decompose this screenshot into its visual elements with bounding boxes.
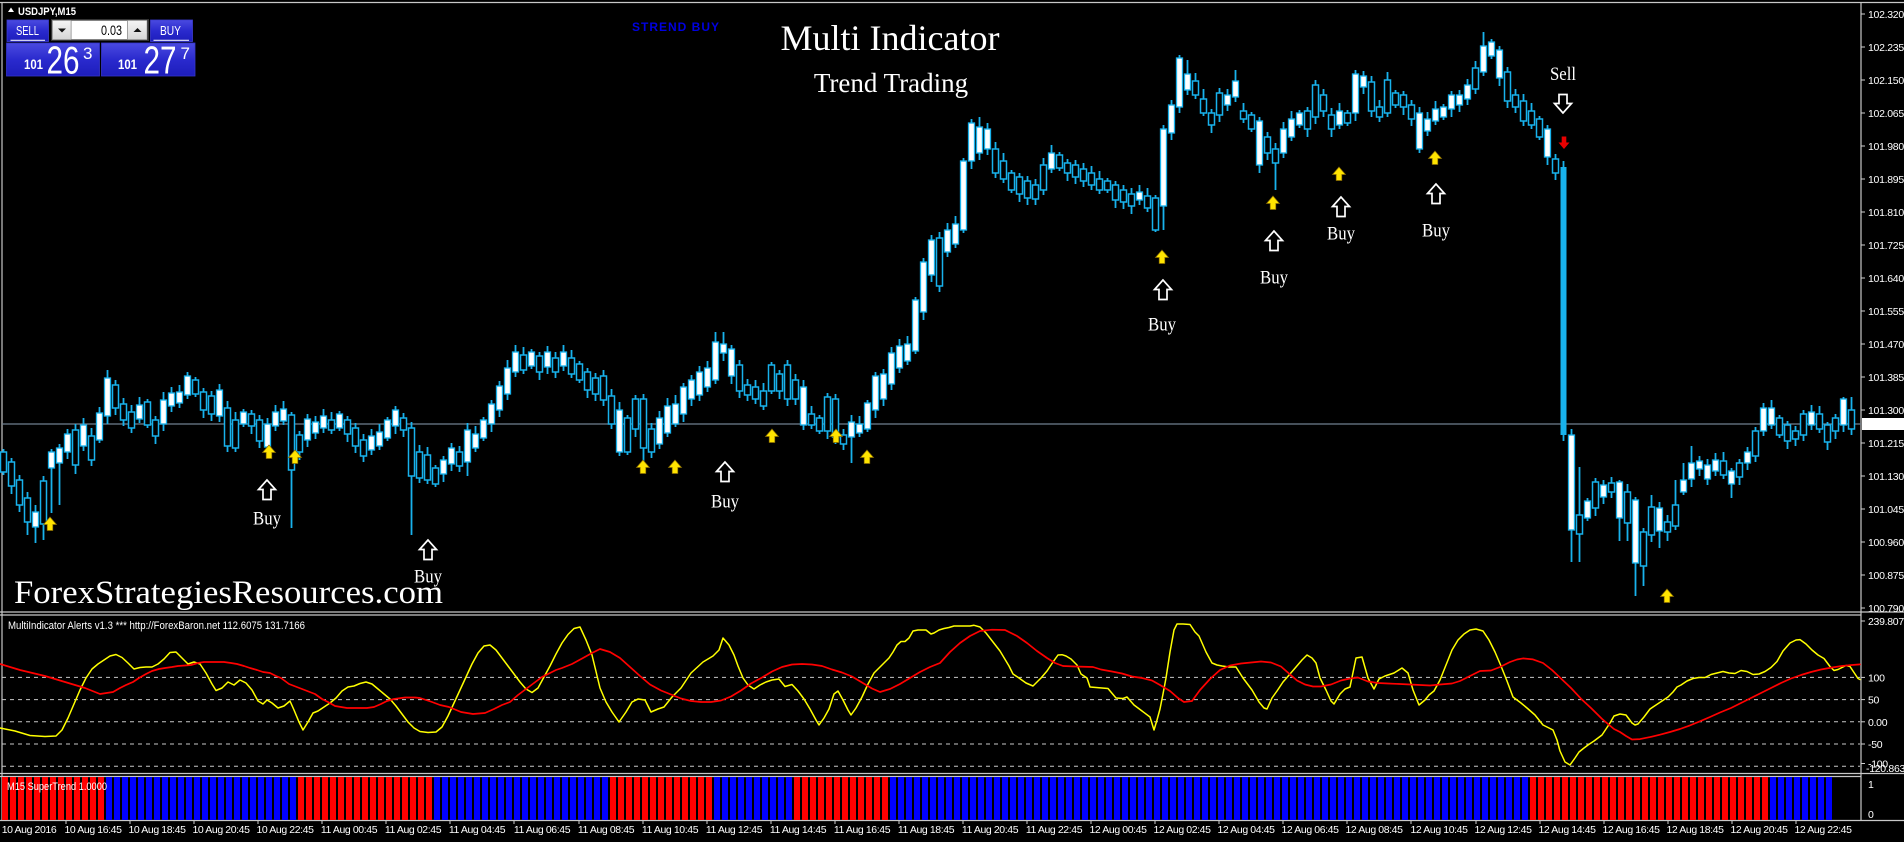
svg-text:3: 3: [83, 44, 92, 63]
svg-text:11 Aug 18:45: 11 Aug 18:45: [898, 824, 955, 836]
svg-text:101.470: 101.470: [1868, 339, 1904, 351]
svg-text:101.810: 101.810: [1868, 207, 1904, 219]
svg-text:11 Aug 22:45: 11 Aug 22:45: [1026, 824, 1083, 836]
svg-text:Buy: Buy: [1260, 268, 1288, 289]
svg-text:11 Aug 06:45: 11 Aug 06:45: [514, 824, 571, 836]
svg-text:101.385: 101.385: [1868, 372, 1904, 384]
svg-text:Buy: Buy: [1327, 224, 1355, 245]
svg-text:12 Aug 16:45: 12 Aug 16:45: [1602, 824, 1660, 836]
svg-text:Buy: Buy: [253, 509, 281, 530]
svg-text:100: 100: [1868, 672, 1885, 684]
svg-text:12 Aug 20:45: 12 Aug 20:45: [1730, 824, 1788, 836]
svg-text:101.130: 101.130: [1868, 471, 1904, 483]
svg-text:-50: -50: [1868, 739, 1883, 751]
svg-text:7: 7: [181, 44, 190, 63]
svg-text:101.215: 101.215: [1868, 438, 1904, 450]
svg-text:11 Aug 00:45: 11 Aug 00:45: [321, 824, 378, 836]
svg-text:10 Aug 18:45: 10 Aug 18:45: [128, 824, 186, 836]
svg-text:11 Aug 10:45: 11 Aug 10:45: [642, 824, 699, 836]
svg-text:12 Aug 14:45: 12 Aug 14:45: [1538, 824, 1596, 836]
svg-text:101.045: 101.045: [1868, 504, 1904, 516]
svg-text:12 Aug 02:45: 12 Aug 02:45: [1153, 824, 1211, 836]
svg-text:STREND BUY: STREND BUY: [632, 20, 720, 34]
svg-text:102.150: 102.150: [1868, 75, 1904, 87]
svg-text:1: 1: [1868, 779, 1874, 791]
svg-text:12 Aug 06:45: 12 Aug 06:45: [1281, 824, 1339, 836]
svg-text:SELL: SELL: [16, 23, 39, 38]
svg-text:10 Aug 22:45: 10 Aug 22:45: [256, 824, 314, 836]
svg-text:11 Aug 02:45: 11 Aug 02:45: [385, 824, 442, 836]
svg-text:100.960: 100.960: [1868, 537, 1904, 549]
svg-text:101.263: 101.263: [1867, 419, 1903, 431]
svg-text:101.640: 101.640: [1868, 273, 1904, 285]
svg-text:Multi Indicator: Multi Indicator: [781, 18, 1000, 58]
svg-text:0: 0: [1868, 809, 1874, 821]
svg-text:11 Aug 08:45: 11 Aug 08:45: [578, 824, 635, 836]
svg-text:10 Aug 16:45: 10 Aug 16:45: [64, 824, 122, 836]
svg-text:ForexStrategiesResources.com: ForexStrategiesResources.com: [14, 575, 443, 611]
svg-text:101.300: 101.300: [1868, 405, 1904, 417]
svg-text:101: 101: [24, 56, 43, 72]
svg-text:101.980: 101.980: [1868, 141, 1904, 153]
svg-text:10 Aug 20:45: 10 Aug 20:45: [192, 824, 250, 836]
svg-text:50: 50: [1868, 695, 1880, 707]
svg-text:BUY: BUY: [160, 23, 181, 38]
svg-text:101: 101: [118, 56, 137, 72]
svg-text:11 Aug 14:45: 11 Aug 14:45: [770, 824, 827, 836]
svg-text:102.320: 102.320: [1868, 9, 1904, 21]
svg-text:27: 27: [144, 40, 177, 83]
svg-text:0.03: 0.03: [101, 22, 122, 38]
svg-text:100.875: 100.875: [1868, 570, 1904, 582]
svg-text:Buy: Buy: [711, 492, 739, 513]
svg-text:12 Aug 10:45: 12 Aug 10:45: [1410, 824, 1468, 836]
svg-text:Sell: Sell: [1550, 64, 1576, 85]
svg-text:100.790: 100.790: [1868, 603, 1904, 615]
svg-text:101.895: 101.895: [1868, 174, 1904, 186]
svg-text:102.065: 102.065: [1868, 108, 1904, 120]
svg-text:0.00: 0.00: [1868, 717, 1888, 729]
svg-text:101.725: 101.725: [1868, 240, 1904, 252]
svg-text:MultiIndicator Alerts v1.3 ***: MultiIndicator Alerts v1.3 *** http://Fo…: [8, 620, 305, 632]
svg-text:Trend Trading: Trend Trading: [814, 68, 968, 98]
svg-text:Buy: Buy: [1148, 315, 1176, 336]
svg-text:Buy: Buy: [414, 567, 442, 588]
svg-text:Buy: Buy: [1422, 221, 1450, 242]
svg-text:239.8075: 239.8075: [1868, 616, 1904, 628]
svg-text:11 Aug 16:45: 11 Aug 16:45: [834, 824, 891, 836]
svg-text:11 Aug 20:45: 11 Aug 20:45: [962, 824, 1019, 836]
svg-text:10 Aug 2016: 10 Aug 2016: [2, 824, 57, 836]
svg-text:102.235: 102.235: [1868, 42, 1904, 54]
svg-text:11 Aug 12:45: 11 Aug 12:45: [706, 824, 763, 836]
svg-text:12 Aug 18:45: 12 Aug 18:45: [1666, 824, 1724, 836]
svg-text:12 Aug 00:45: 12 Aug 00:45: [1089, 824, 1147, 836]
svg-text:-100: -100: [1868, 759, 1888, 771]
svg-text:12 Aug 08:45: 12 Aug 08:45: [1345, 824, 1403, 836]
svg-text:USDJPY,M15: USDJPY,M15: [18, 6, 76, 18]
svg-text:101.555: 101.555: [1868, 306, 1904, 318]
svg-text:-120.8639: -120.8639: [1866, 763, 1904, 775]
svg-text:M15 SuperTrend 1.0000: M15 SuperTrend 1.0000: [7, 781, 107, 793]
svg-text:12 Aug 12:45: 12 Aug 12:45: [1474, 824, 1532, 836]
svg-text:26: 26: [47, 40, 80, 83]
svg-text:12 Aug 04:45: 12 Aug 04:45: [1217, 824, 1275, 836]
svg-text:11 Aug 04:45: 11 Aug 04:45: [449, 824, 506, 836]
svg-text:12 Aug 22:45: 12 Aug 22:45: [1794, 824, 1852, 836]
